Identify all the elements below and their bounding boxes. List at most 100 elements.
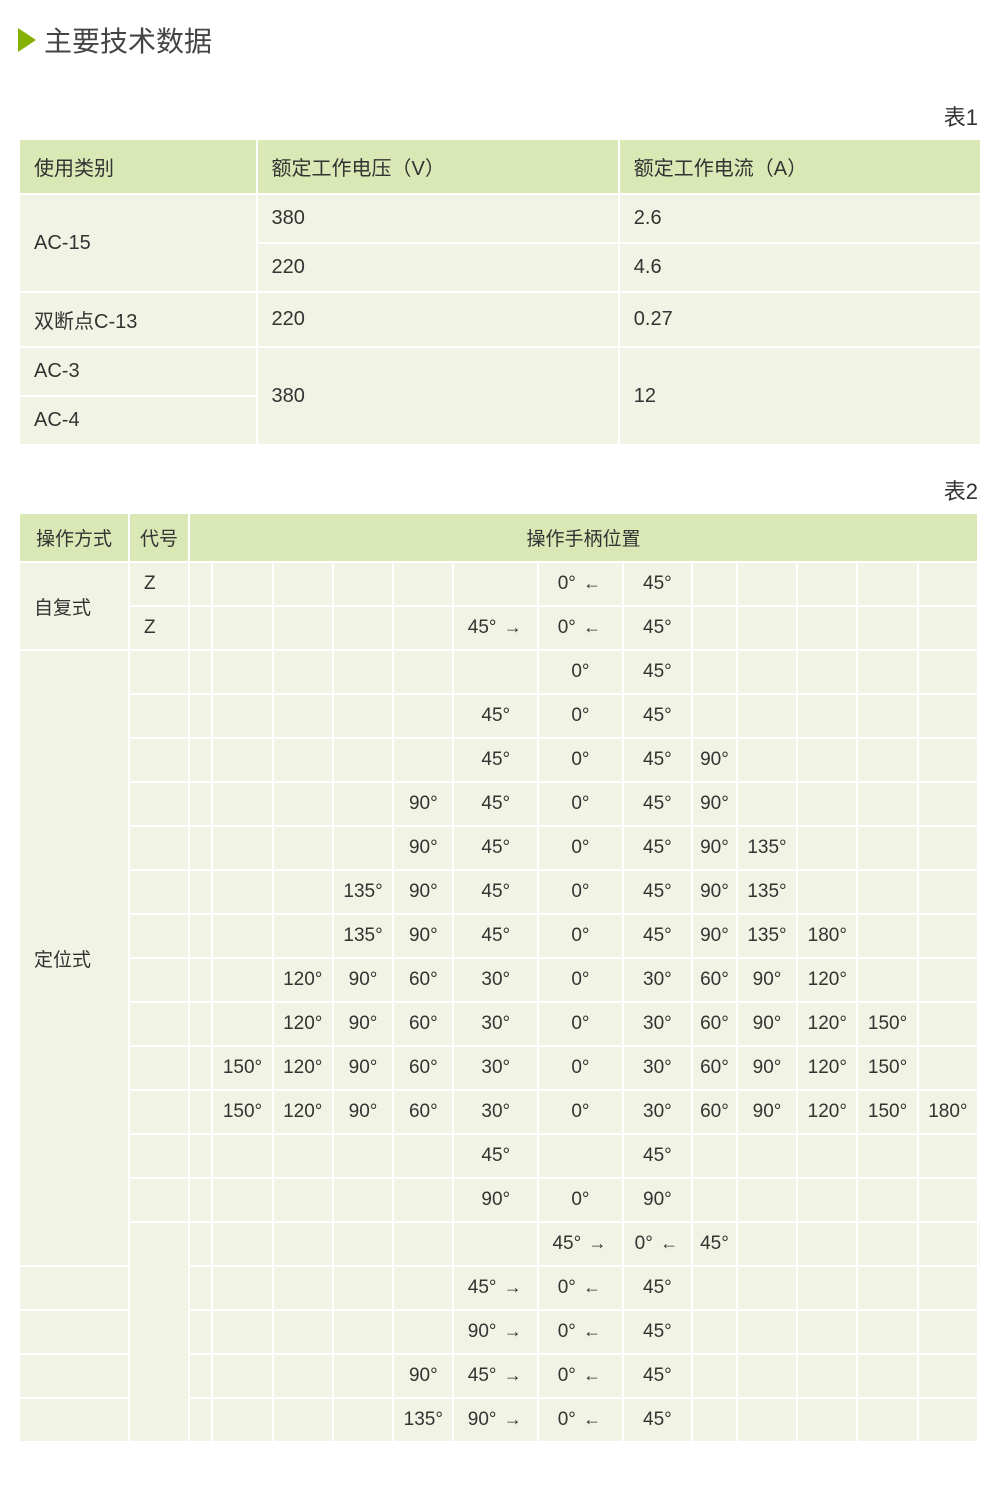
cell-code — [129, 914, 189, 958]
cell-code — [129, 1134, 189, 1178]
cell-position — [189, 1266, 212, 1310]
cell-position — [273, 562, 333, 606]
angle-value: 45° — [468, 1365, 497, 1386]
cell-position — [273, 782, 333, 826]
cell-voltage: 380 — [257, 347, 619, 445]
cell-position: 120° — [273, 1046, 333, 1090]
cell-position — [273, 1178, 333, 1222]
cell-position — [273, 1222, 333, 1266]
arrow-left-icon — [583, 1277, 601, 1299]
cell-position — [212, 1134, 272, 1178]
cell-position: 120° — [273, 1002, 333, 1046]
cell-position: 0° — [538, 1354, 623, 1398]
cell-code — [129, 1002, 189, 1046]
angle-value: 0° — [635, 1233, 653, 1254]
cell-position — [857, 650, 917, 694]
cell-position — [797, 562, 857, 606]
table2: 操作方式 代号 操作手柄位置 自复式Z0° 45°Z45° 0° 45°定位式0… — [18, 512, 982, 1443]
cell-position: 30° — [623, 1002, 692, 1046]
cell-position: 45° — [623, 1310, 692, 1354]
cell-position — [273, 1310, 333, 1354]
cell-position: 60° — [393, 958, 453, 1002]
arrow-left-icon — [583, 573, 601, 595]
cell-position — [918, 1310, 978, 1354]
cell-position — [333, 1266, 393, 1310]
arrow-right-icon — [588, 1233, 606, 1255]
cell-position — [797, 606, 857, 650]
cell-position: 135° — [393, 1398, 453, 1442]
cell-position — [857, 1354, 917, 1398]
cell-position — [857, 606, 917, 650]
cell-position: 90° — [692, 782, 737, 826]
cell-position: 60° — [692, 958, 737, 1002]
cell-position — [189, 1090, 212, 1134]
cell-code — [129, 870, 189, 914]
cell-position — [212, 738, 272, 782]
cell-position — [918, 1354, 978, 1398]
cell-position — [737, 1354, 797, 1398]
cell-position: 120° — [797, 1046, 857, 1090]
cell-position — [737, 1398, 797, 1442]
cell-position — [273, 650, 333, 694]
cell-position — [797, 694, 857, 738]
cell-position — [273, 1398, 333, 1442]
cell-position: 30° — [453, 1002, 538, 1046]
cell-position: 45° — [623, 606, 692, 650]
cell-position: 0° — [538, 1398, 623, 1442]
cell-code — [19, 1354, 129, 1398]
table-row: 90°0°90° — [19, 1178, 981, 1222]
cell-position — [393, 738, 453, 782]
cell-position — [857, 1398, 917, 1442]
angle-value: 0° — [558, 617, 576, 638]
cell-position — [453, 562, 538, 606]
cell-position: 90° — [393, 1354, 453, 1398]
cell-position: 90° — [737, 1046, 797, 1090]
cell-position — [797, 1134, 857, 1178]
angle-value: 0° — [558, 1277, 576, 1298]
cell-position — [692, 606, 737, 650]
cell-position: 0° — [538, 1002, 623, 1046]
cell-position — [212, 1354, 272, 1398]
cell-position: 60° — [692, 1046, 737, 1090]
cell-position — [333, 694, 393, 738]
cell-position — [918, 1398, 978, 1442]
cell-position — [189, 870, 212, 914]
cell-position — [333, 1134, 393, 1178]
cell-position — [857, 1266, 917, 1310]
cell-code — [129, 1178, 189, 1222]
cell-position: 0° — [538, 914, 623, 958]
cell-position: 45° — [453, 1134, 538, 1178]
cell-position — [333, 606, 393, 650]
cell-position — [189, 606, 212, 650]
cell-position: 30° — [623, 1090, 692, 1134]
cell-code — [19, 1398, 129, 1442]
table-row: 120°90°60°30°0°30°60°90°120° — [19, 958, 981, 1002]
table2-label: 表2 — [18, 474, 982, 506]
cell-position — [692, 1178, 737, 1222]
cell-position: 90° — [333, 1046, 393, 1090]
cell-position — [333, 1354, 393, 1398]
cell-position: 180° — [797, 914, 857, 958]
cell-code — [129, 782, 189, 826]
arrow-right-icon — [504, 1365, 522, 1387]
cell-position — [212, 826, 272, 870]
cell-position — [333, 562, 393, 606]
cell-position — [212, 650, 272, 694]
cell-position: 90° — [692, 870, 737, 914]
cell-position — [333, 782, 393, 826]
cell-position — [692, 562, 737, 606]
cell-position: 45° — [623, 694, 692, 738]
cell-mode — [129, 1222, 189, 1442]
cell-position — [918, 914, 978, 958]
cell-position — [212, 1398, 272, 1442]
table1: 使用类别 额定工作电压（V） 额定工作电流（A） AC-15 380 2.6 2… — [18, 138, 982, 446]
cell-current: 0.27 — [619, 292, 981, 347]
cell-position — [737, 650, 797, 694]
arrow-right-icon — [504, 1321, 522, 1343]
cell-current: 12 — [619, 347, 981, 445]
cell-position: 0° — [538, 1178, 623, 1222]
cell-position — [918, 870, 978, 914]
cell-position: 0° — [538, 562, 623, 606]
arrow-left-icon — [583, 1409, 601, 1431]
cell-position — [918, 782, 978, 826]
